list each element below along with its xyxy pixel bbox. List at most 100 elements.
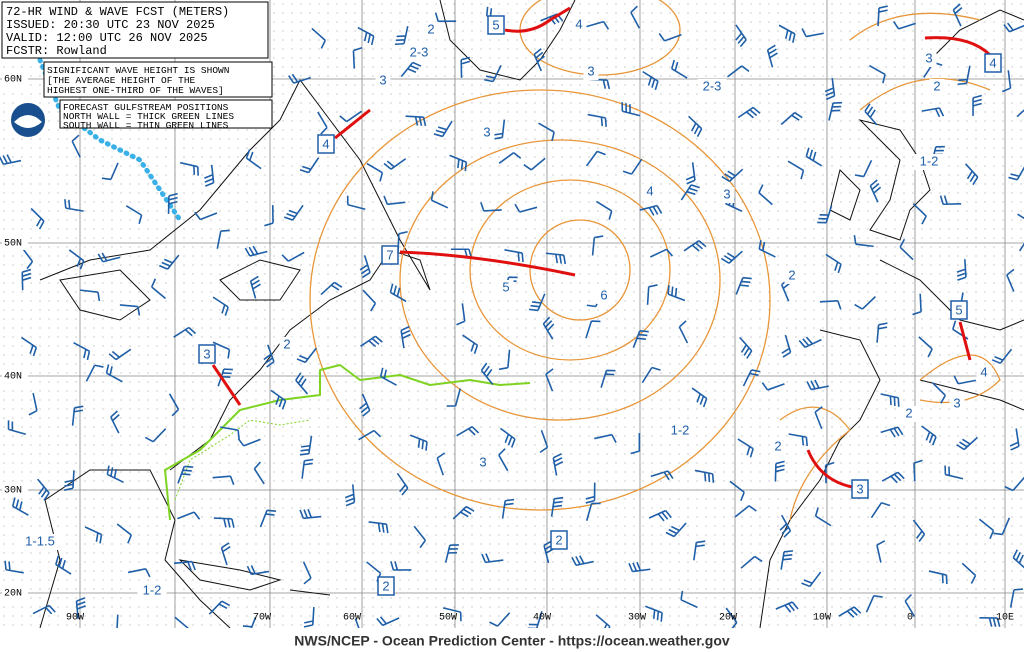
wind-barb [498, 448, 509, 472]
wind-barb [396, 472, 409, 496]
wind-barb [383, 158, 407, 170]
wind-barb [106, 465, 124, 484]
wind-barb [952, 3, 963, 27]
wind-barb [366, 162, 384, 182]
wind-barb [220, 426, 240, 440]
wind-barb [865, 594, 883, 613]
wave-label-bg [697, 79, 727, 95]
boxed-label: 3 [856, 481, 863, 496]
lon-label: 30W [628, 613, 646, 624]
wind-barb [288, 73, 312, 84]
lat-label-bg [2, 369, 28, 383]
wind-barb [964, 163, 979, 186]
wind-barb [650, 470, 674, 481]
wind-barb [352, 47, 363, 69]
wind-barb [693, 540, 706, 561]
wave-label: 1-2 [143, 582, 162, 597]
wind-barb [742, 369, 761, 387]
wind-barb [552, 453, 564, 476]
wind-barb [299, 508, 322, 520]
wave-label: 3 [479, 454, 486, 469]
boxed-label-box [984, 53, 1002, 73]
wind-barb [939, 195, 962, 206]
boxed-label-box [487, 15, 505, 35]
wind-barb [801, 28, 824, 38]
wind-barb [648, 509, 672, 522]
noaa-logo-bird [14, 115, 42, 128]
wind-barb [720, 250, 743, 264]
wind-barb [362, 289, 377, 312]
lon-label: 0 [907, 613, 913, 624]
wind-barb [737, 438, 754, 458]
note-line: [THE AVERAGE HEIGHT OF THE [47, 75, 196, 86]
wave-label-bg [279, 337, 295, 353]
wind-barb [931, 382, 946, 404]
wind-barb [758, 184, 773, 206]
wind-barb [928, 570, 948, 585]
wind-barb [125, 205, 143, 225]
wind-barb [444, 544, 459, 563]
wind-barb [880, 426, 904, 438]
header-line: VALID: 12:00 UTC 26 NOV 2025 [6, 31, 208, 45]
wind-barb [108, 348, 132, 361]
boxed-label: 4 [989, 55, 996, 70]
wind-barb [921, 107, 945, 118]
wind-barb [585, 320, 601, 339]
wind-barb [819, 299, 842, 310]
wind-barb [538, 122, 555, 142]
wind-barb [1004, 476, 1024, 492]
wave-label: 2 [933, 78, 940, 93]
wave-label-bg [404, 45, 434, 61]
wind-barb [383, 195, 406, 206]
wind-barb [630, 5, 641, 29]
wind-barb [780, 550, 794, 570]
wind-barb [641, 366, 661, 384]
wind-barb [853, 235, 874, 248]
wind-barb [504, 249, 524, 263]
lon-label: 60W [343, 613, 361, 624]
wind-barb [501, 498, 515, 519]
wind-barb [105, 364, 123, 383]
wave-label-bg [719, 187, 735, 203]
wind-barb [758, 240, 776, 258]
wind-barb [79, 289, 101, 302]
wind-barb [208, 600, 231, 615]
wind-barb [778, 24, 796, 43]
wind-barb [595, 200, 613, 220]
boxed-label: 2 [382, 578, 389, 593]
wave-label-bg [375, 73, 391, 89]
wind-barb [892, 20, 916, 30]
lon-label: 20W [719, 613, 737, 624]
wind-barb [264, 205, 274, 227]
wind-barb [585, 150, 606, 167]
wind-barb [449, 154, 468, 172]
wind-barb [740, 555, 763, 569]
wind-barb [806, 379, 829, 391]
wind-barb [523, 157, 546, 171]
wind-barb [295, 372, 309, 395]
wind-barb [311, 27, 326, 49]
wind-barb [665, 522, 687, 538]
wind-barb [216, 229, 230, 249]
wind-barb [97, 252, 121, 263]
wind-barb [20, 336, 38, 357]
wave-label: 4 [575, 16, 582, 31]
wind-barb [680, 590, 698, 609]
wind-barb [798, 336, 822, 349]
wind-barb [585, 482, 596, 504]
header-line: 72-HR WIND & WAVE FCST (METERS) [6, 5, 229, 19]
lon-label: 10E [996, 613, 1014, 624]
wind-barb [484, 65, 502, 83]
wind-barb [116, 523, 133, 544]
wind-barb [678, 320, 689, 344]
wind-barb [868, 64, 886, 84]
wind-barb [150, 278, 167, 300]
wind-barb [73, 341, 91, 361]
wind-barb [688, 115, 703, 137]
wind-barb [339, 110, 362, 123]
wind-barb [734, 505, 757, 518]
wind-barb [75, 597, 86, 620]
wind-barb [28, 392, 38, 416]
wind-barb [787, 160, 805, 180]
wind-barb [864, 103, 878, 126]
